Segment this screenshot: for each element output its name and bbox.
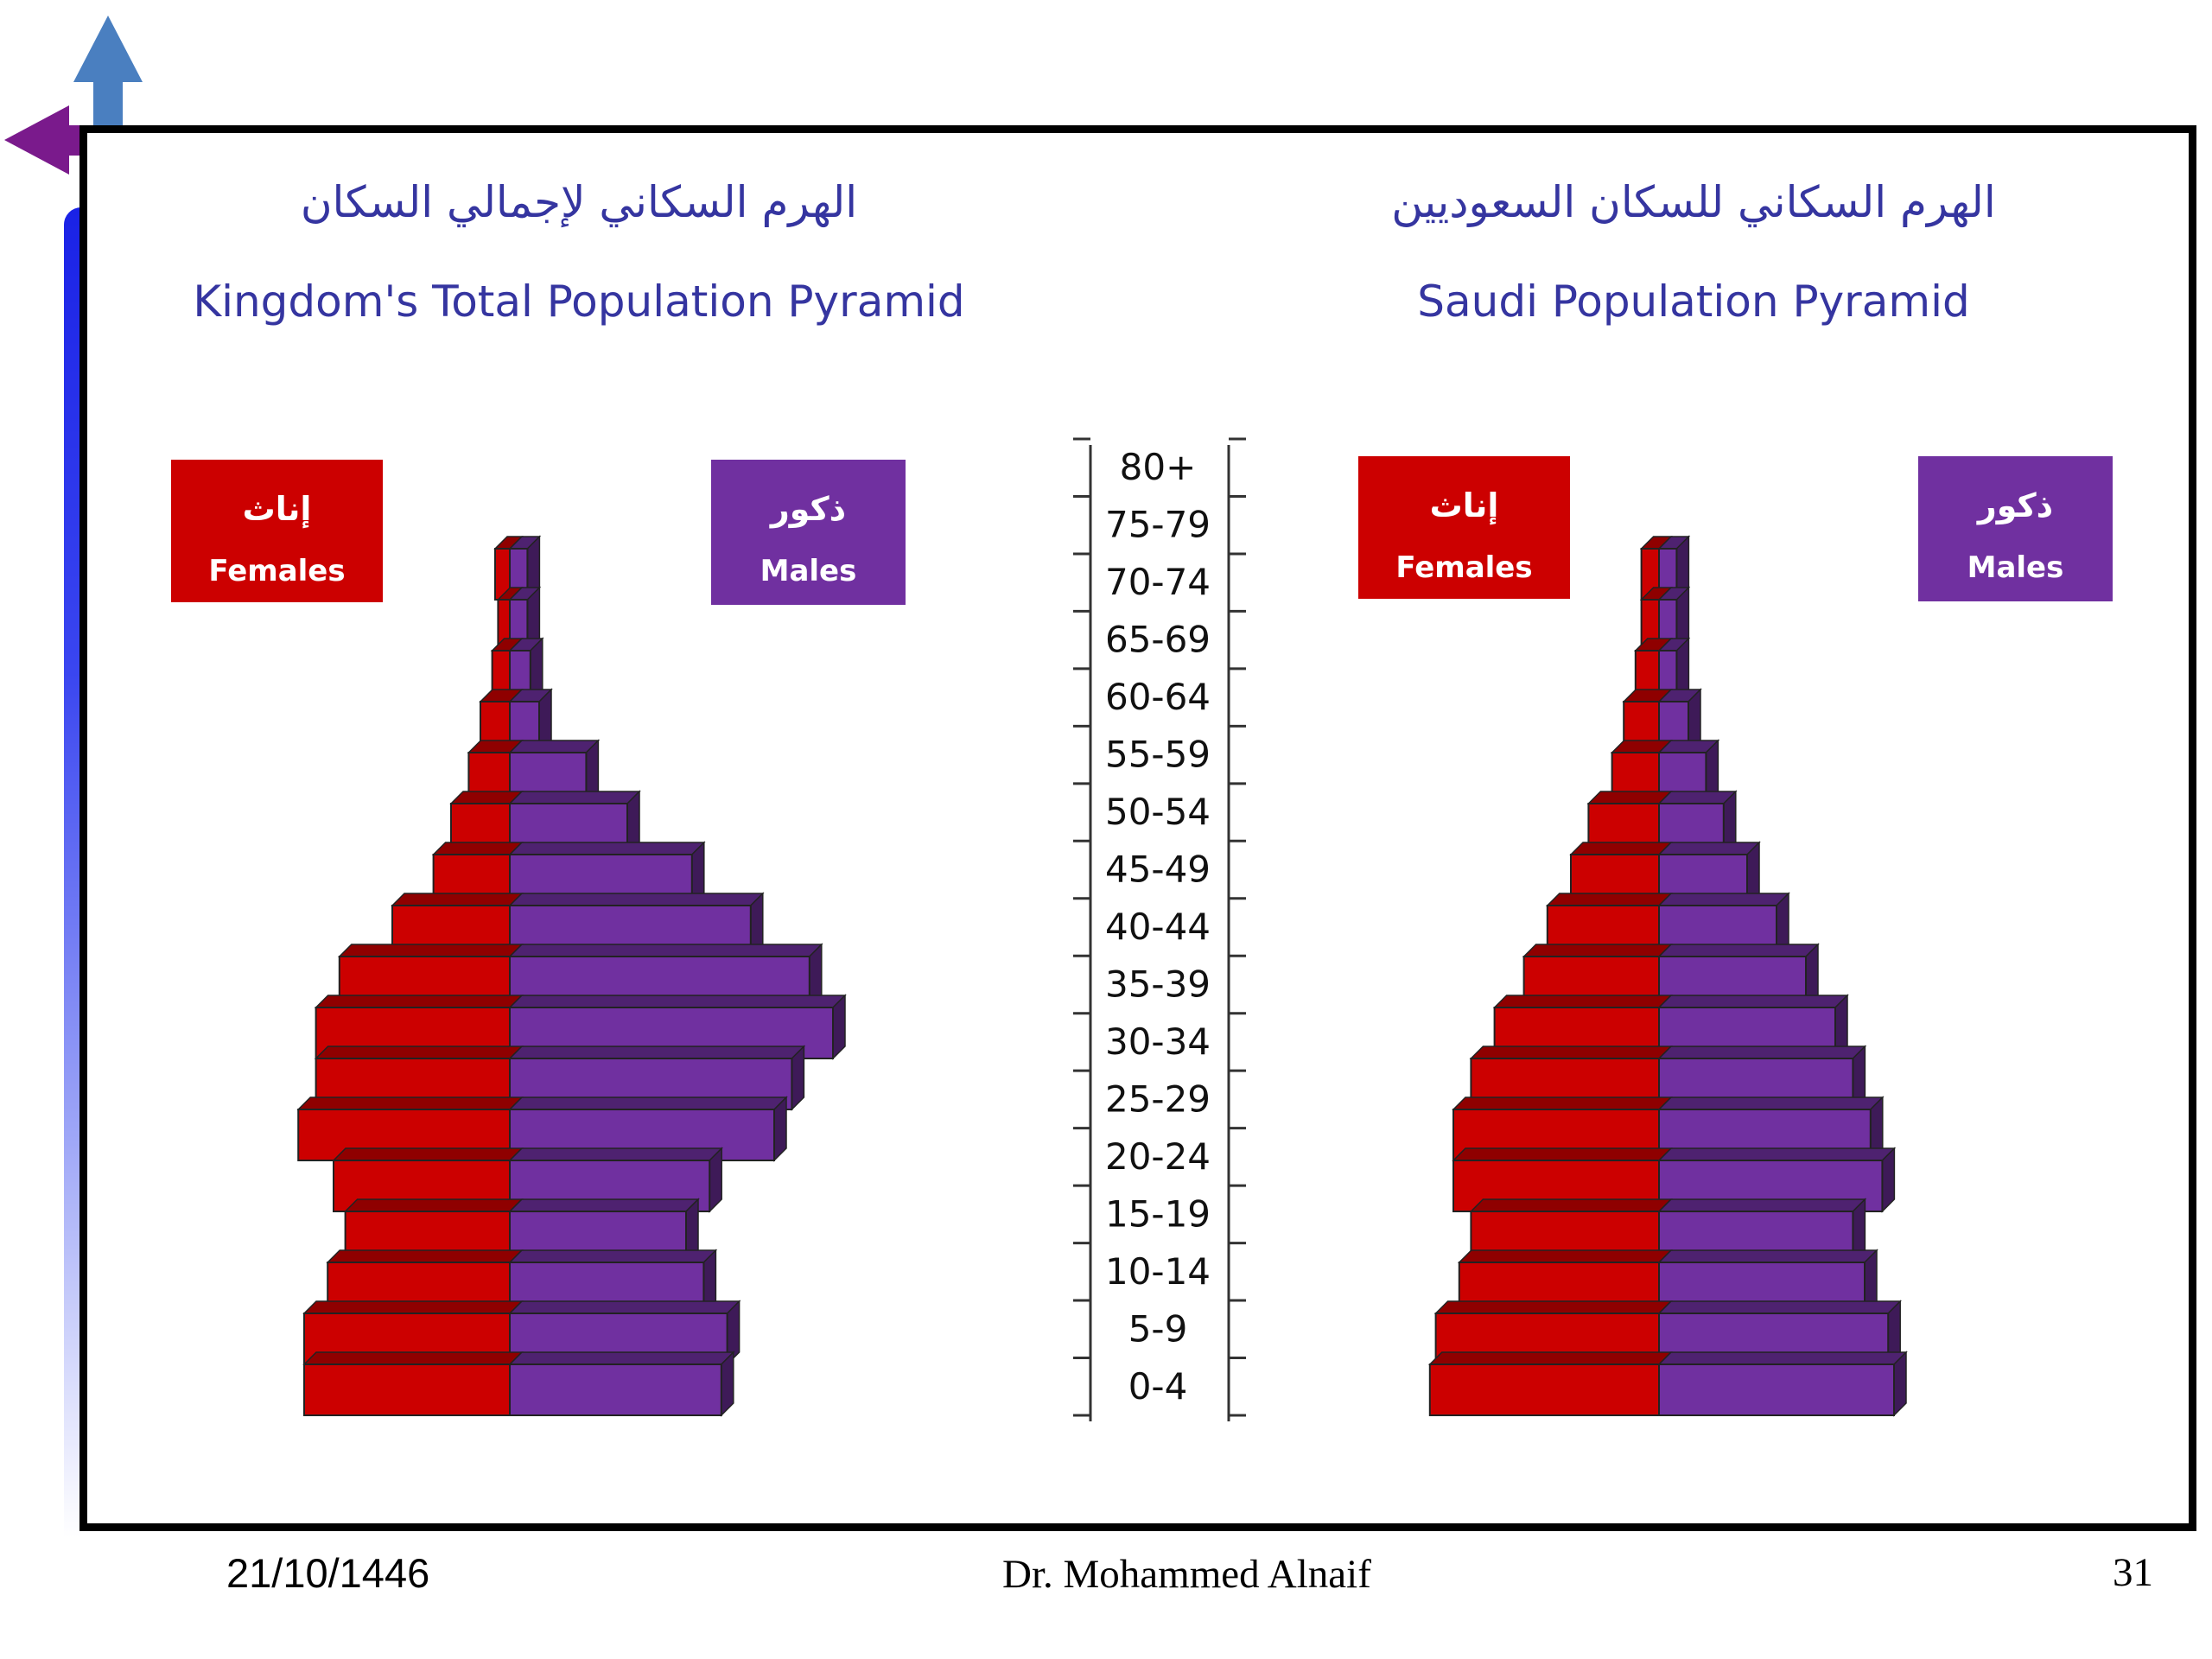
side-accent-bar [64,207,81,1538]
left-male-bar-5-9-top [508,1300,741,1314]
left-female-bar-15-19-top [343,1198,524,1212]
left-arrow-icon [4,105,108,175]
right-legend-females-label-ar: إناث [1430,486,1499,525]
left-legend-males-label-en: Males [760,554,857,588]
left-title-english: Kingdom's Total Population Pyramid [193,276,965,327]
right-female-bar-20-24-top [1452,1147,1673,1161]
right-female-bar-10-14-top [1457,1249,1673,1263]
left-legend-females-label-en: Females [208,554,345,588]
right-male-bar-35-39-top [1657,995,1849,1008]
age-label-45-49: 45-49 [1105,849,1211,891]
left-male-bar-0-4-side [721,1351,734,1417]
age-label-55-59: 55-59 [1105,734,1211,776]
left-male-bar-30-34-top [508,1046,806,1059]
up-arrow-icon [73,16,143,137]
left-female-bar-30-34-top [314,1046,524,1059]
right-female-bar-40-44-top [1522,944,1673,957]
left-legend-males [711,460,906,605]
footer-author: Dr. Mohammed Alnaif [1002,1552,1371,1597]
right-male-bar-0-4-side [1893,1351,1907,1417]
footer-date: 21/10/1446 [226,1550,430,1596]
left-female-bar-25-29-top [296,1096,524,1110]
left-title-arabic: الهرم السكاني لإجمالي السكان [300,177,858,227]
right-female-bar-25-29-top [1452,1096,1673,1110]
left-male-bar-30-34-side [791,1045,805,1111]
age-label-5-9: 5-9 [1128,1307,1188,1350]
right-male-bar-0-4 [1658,1363,1895,1416]
right-male-bar-15-19-top [1657,1198,1867,1212]
right-female-bar-30-34-top [1469,1046,1673,1059]
age-label-75-79: 75-79 [1105,504,1211,546]
left-female-bar-0-4 [303,1363,511,1416]
right-male-bar-45-49-top [1657,893,1790,906]
age-label-30-34: 30-34 [1105,1020,1211,1063]
left-male-bar-50-54-top [508,842,706,855]
right-legend-females [1358,456,1570,599]
age-label-15-19: 15-19 [1105,1192,1211,1235]
left-female-bar-45-49-top [391,893,524,906]
age-label-80+: 80+ [1120,446,1197,488]
age-label-0-4: 0-4 [1128,1365,1188,1408]
right-male-bar-55-59-top [1657,791,1738,804]
left-legend-females-label-ar: إناث [243,490,312,529]
left-female-bar-5-9-top [302,1300,524,1314]
left-male-bar-20-24-top [508,1147,724,1161]
age-label-70-74: 70-74 [1105,561,1211,603]
page-number: 31 [2113,1550,2153,1595]
right-female-bar-55-59-top [1586,791,1673,804]
right-legend-males-label-en: Males [1967,550,2064,585]
right-male-bar-20-24-side [1881,1147,1896,1213]
right-female-bar-5-9-top [1433,1300,1673,1314]
right-male-bar-40-44-top [1657,944,1820,957]
left-male-bar-25-29-side [773,1096,787,1162]
left-male-bar-25-29-top [508,1096,788,1110]
age-label-10-14: 10-14 [1105,1250,1211,1293]
right-legend-females-label-en: Females [1395,550,1532,585]
right-female-bar-35-39-top [1492,995,1673,1008]
left-male-bar-35-39-side [832,994,846,1060]
left-male-bar-0-4-top [508,1351,735,1365]
age-label-20-24: 20-24 [1105,1135,1211,1178]
age-label-50-54: 50-54 [1105,791,1211,833]
right-female-bar-50-54-top [1569,842,1673,855]
right-male-bar-0-4-top [1657,1351,1908,1365]
right-male-bar-20-24-top [1657,1147,1897,1161]
right-male-bar-5-9-top [1657,1300,1903,1314]
right-male-bar-25-29-top [1657,1096,1885,1110]
right-male-bar-50-54-top [1657,842,1761,855]
left-male-bar-15-19-top [508,1198,700,1212]
left-female-bar-20-24-top [332,1147,524,1161]
left-female-bar-0-4-top [302,1351,524,1365]
left-male-bar-40-44-top [508,944,823,957]
left-legend-females [171,460,383,602]
age-label-60-64: 60-64 [1105,676,1211,718]
right-title-english: Saudi Population Pyramid [1417,276,1970,327]
right-female-bar-0-4-top [1427,1351,1673,1365]
age-label-35-39: 35-39 [1105,963,1211,1005]
left-male-bar-35-39-top [508,995,847,1008]
age-label-40-44: 40-44 [1105,906,1211,948]
left-male-bar-45-49-top [508,893,765,906]
right-female-bar-0-4 [1428,1363,1661,1416]
left-male-bar-60-64-top [508,740,601,753]
left-female-bar-35-39-top [314,995,524,1008]
left-female-bar-40-44-top [337,944,524,957]
left-legend-males-label-ar: ذكور [769,490,846,528]
right-title-arabic: الهرم السكاني للسكان السعوديين [1391,177,1996,227]
age-label-65-69: 65-69 [1105,619,1211,661]
right-male-bar-10-14-top [1657,1249,1878,1263]
left-male-bar-55-59-top [508,791,641,804]
left-male-bar-10-14-top [508,1249,718,1263]
age-label-25-29: 25-29 [1105,1077,1211,1120]
left-female-bar-50-54-top [431,842,524,855]
left-male-bar-0-4 [509,1363,722,1416]
left-male-bar-20-24-side [709,1147,722,1213]
right-male-bar-30-34-top [1657,1046,1867,1059]
right-female-bar-15-19-top [1469,1198,1673,1212]
right-female-bar-45-49-top [1545,893,1673,906]
right-legend-males-label-ar: ذكور [1976,486,2053,524]
right-legend-males [1918,456,2113,601]
left-female-bar-10-14-top [326,1249,524,1263]
